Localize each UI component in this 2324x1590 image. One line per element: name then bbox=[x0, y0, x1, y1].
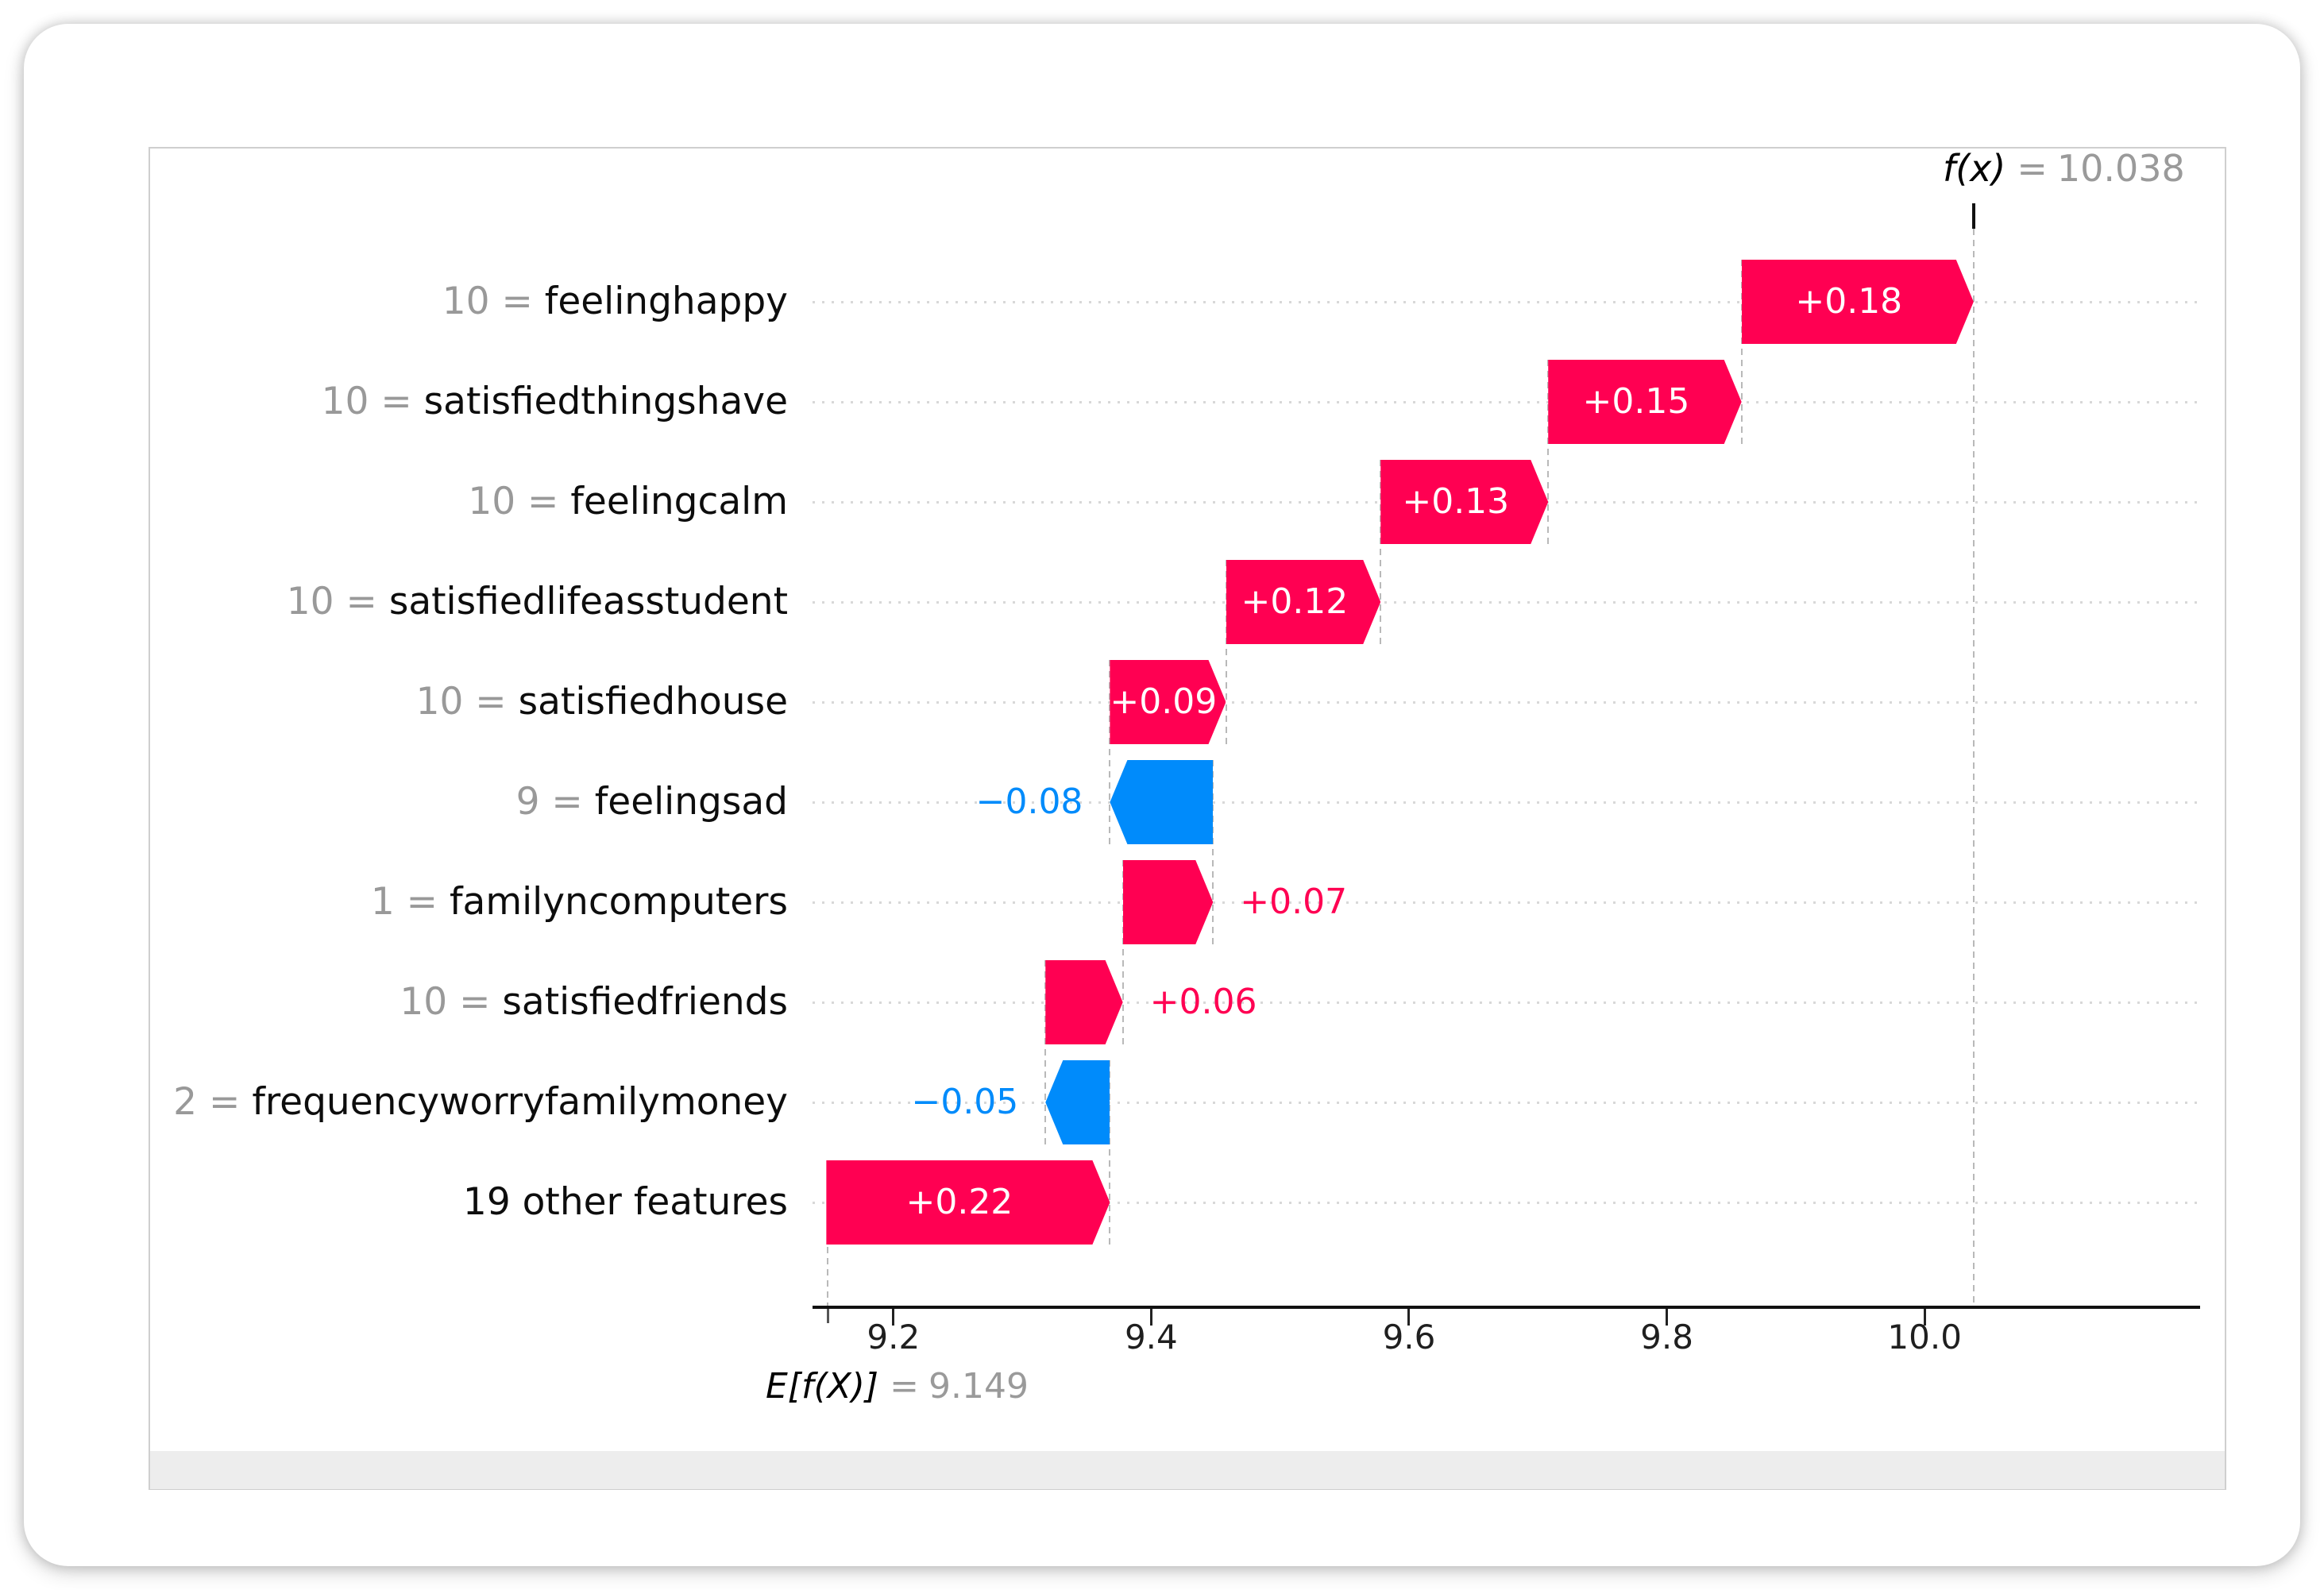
waterfall-connector-line bbox=[1109, 660, 1111, 844]
row-gridline bbox=[813, 601, 2200, 604]
bar-feelinghappy: +0.18 bbox=[1742, 260, 1974, 344]
bar-value-label: +0.12 bbox=[1241, 581, 1349, 622]
fx-title-equals: = bbox=[2017, 147, 2048, 190]
bar-familyncomputers bbox=[1123, 860, 1214, 944]
x-axis-line bbox=[813, 1306, 2200, 1309]
feature-row-label: 10 = feelingcalm bbox=[468, 477, 788, 527]
base-dashed-line bbox=[827, 1202, 828, 1307]
bar-value-label: +0.09 bbox=[1110, 681, 1218, 722]
feature-name-text: satisfiedfriends bbox=[502, 980, 788, 1024]
fx-title: f(x) = 10.038 bbox=[1943, 145, 2185, 192]
horizontal-scrollbar-track[interactable] bbox=[150, 1451, 2225, 1489]
bar-satisfiedlifeasstudent: +0.12 bbox=[1226, 560, 1381, 644]
bar-value-label: +0.15 bbox=[1582, 381, 1690, 422]
x-axis-tick bbox=[1923, 1309, 1926, 1326]
row-gridline bbox=[813, 801, 2200, 804]
feature-row-label: 10 = satisfiedthingshave bbox=[322, 376, 788, 427]
feature-name-text: familyncomputers bbox=[449, 880, 788, 924]
feature-row-label: 10 = satisfiedfriends bbox=[400, 977, 788, 1028]
x-axis-tick bbox=[1149, 1309, 1152, 1326]
x-axis-tick-label: 9.6 bbox=[1382, 1318, 1436, 1357]
base-value-label: E[f(X)] = 9.149 bbox=[766, 1363, 1029, 1411]
bar-value-label: +0.13 bbox=[1402, 481, 1510, 522]
bar-feelingsad bbox=[1110, 760, 1214, 844]
feature-value-text: 10 = bbox=[286, 580, 389, 623]
x-axis-tick-label: 9.8 bbox=[1640, 1318, 1693, 1357]
feature-value-text: 2 = bbox=[173, 1080, 253, 1124]
waterfall-connector-line bbox=[1740, 260, 1743, 444]
bar-value-label: −0.05 bbox=[911, 1082, 1019, 1122]
bar-value-label: +0.06 bbox=[1149, 982, 1257, 1022]
x-axis-tick-label: 9.2 bbox=[867, 1318, 921, 1357]
base-label-equals: = bbox=[890, 1366, 919, 1407]
feature-row-label: 10 = satisfiedlifeasstudent bbox=[287, 577, 788, 627]
feature-value-text: 10 = bbox=[442, 280, 545, 323]
fx-dashed-line bbox=[1972, 229, 1975, 1307]
feature-value-text: 1 = bbox=[370, 880, 450, 924]
feature-row-label: 10 = satisfiedhouse bbox=[416, 677, 788, 727]
feature-name-text: frequencyworryfamilymoney bbox=[252, 1080, 788, 1124]
row-gridline bbox=[813, 1102, 2200, 1104]
bar-satisfiedfriends bbox=[1045, 960, 1122, 1044]
feature-row-label: 10 = feelinghappy bbox=[442, 276, 788, 327]
waterfall-connector-line bbox=[1212, 760, 1214, 944]
feature-name-text: feelinghappy bbox=[544, 280, 788, 323]
fx-tick-mark bbox=[1971, 203, 1975, 229]
bar-frequencyworryfamilymoney bbox=[1045, 1060, 1110, 1144]
feature-name-text: feelingcalm bbox=[570, 480, 788, 523]
waterfall-connector-line bbox=[1380, 460, 1382, 644]
feature-name-text: feelingsad bbox=[594, 780, 788, 824]
feature-row-label: 2 = frequencyworryfamilymoney bbox=[173, 1077, 788, 1128]
bar-feelingcalm: +0.13 bbox=[1380, 460, 1548, 544]
row-gridline bbox=[813, 1001, 2200, 1004]
base-label-value: 9.149 bbox=[928, 1366, 1029, 1407]
feature-value-text: 9 = bbox=[515, 780, 595, 824]
x-axis-tick bbox=[1666, 1309, 1669, 1326]
feature-row-label: 19 other features bbox=[463, 1177, 788, 1228]
bar-value-label: −0.08 bbox=[975, 781, 1083, 822]
x-axis-tick-label: 10.0 bbox=[1887, 1318, 1962, 1357]
feature-name-text: satisfiedthingshave bbox=[423, 380, 788, 423]
feature-name-text: 19 other features bbox=[462, 1180, 788, 1224]
x-axis-tick bbox=[892, 1309, 895, 1326]
bar-satisfiedhouse: +0.09 bbox=[1110, 660, 1226, 744]
feature-row-label: 1 = familyncomputers bbox=[371, 877, 788, 928]
waterfall-connector-line bbox=[1109, 1060, 1111, 1245]
fx-title-value: 10.038 bbox=[2056, 147, 2185, 190]
row-gridline bbox=[813, 901, 2200, 904]
waterfall-connector-line bbox=[1547, 360, 1550, 544]
feature-value-text: 10 = bbox=[468, 480, 571, 523]
feature-name-text: satisfiedhouse bbox=[518, 680, 788, 724]
x-axis-tick-label: 9.4 bbox=[1124, 1318, 1178, 1357]
row-gridline bbox=[813, 1202, 2200, 1204]
row-gridline bbox=[813, 301, 2200, 303]
waterfall-connector-line bbox=[1121, 860, 1124, 1044]
bar-satisfiedthingshave: +0.15 bbox=[1548, 360, 1741, 444]
bar-value-label: +0.07 bbox=[1240, 882, 1348, 922]
x-axis-tick bbox=[1407, 1309, 1411, 1326]
waterfall-connector-line bbox=[1225, 560, 1227, 744]
bar-value-label: +0.18 bbox=[1795, 281, 1903, 322]
fx-title-name: f(x) bbox=[1943, 147, 2006, 190]
waterfall-connector-line bbox=[1044, 960, 1047, 1144]
bar-19-other-features: +0.22 bbox=[826, 1160, 1110, 1245]
row-gridline bbox=[813, 701, 2200, 704]
feature-value-text: 10 = bbox=[321, 380, 424, 423]
feature-value-text: 10 = bbox=[400, 980, 503, 1024]
feature-value-text: 10 = bbox=[415, 680, 519, 724]
row-gridline bbox=[813, 401, 2200, 403]
base-label-name: E[f(X)] bbox=[766, 1366, 879, 1407]
bar-value-label: +0.22 bbox=[905, 1182, 1013, 1222]
base-value-tick bbox=[826, 1309, 829, 1323]
feature-row-label: 9 = feelingsad bbox=[516, 777, 788, 828]
feature-name-text: satisfiedlifeasstudent bbox=[388, 580, 788, 623]
